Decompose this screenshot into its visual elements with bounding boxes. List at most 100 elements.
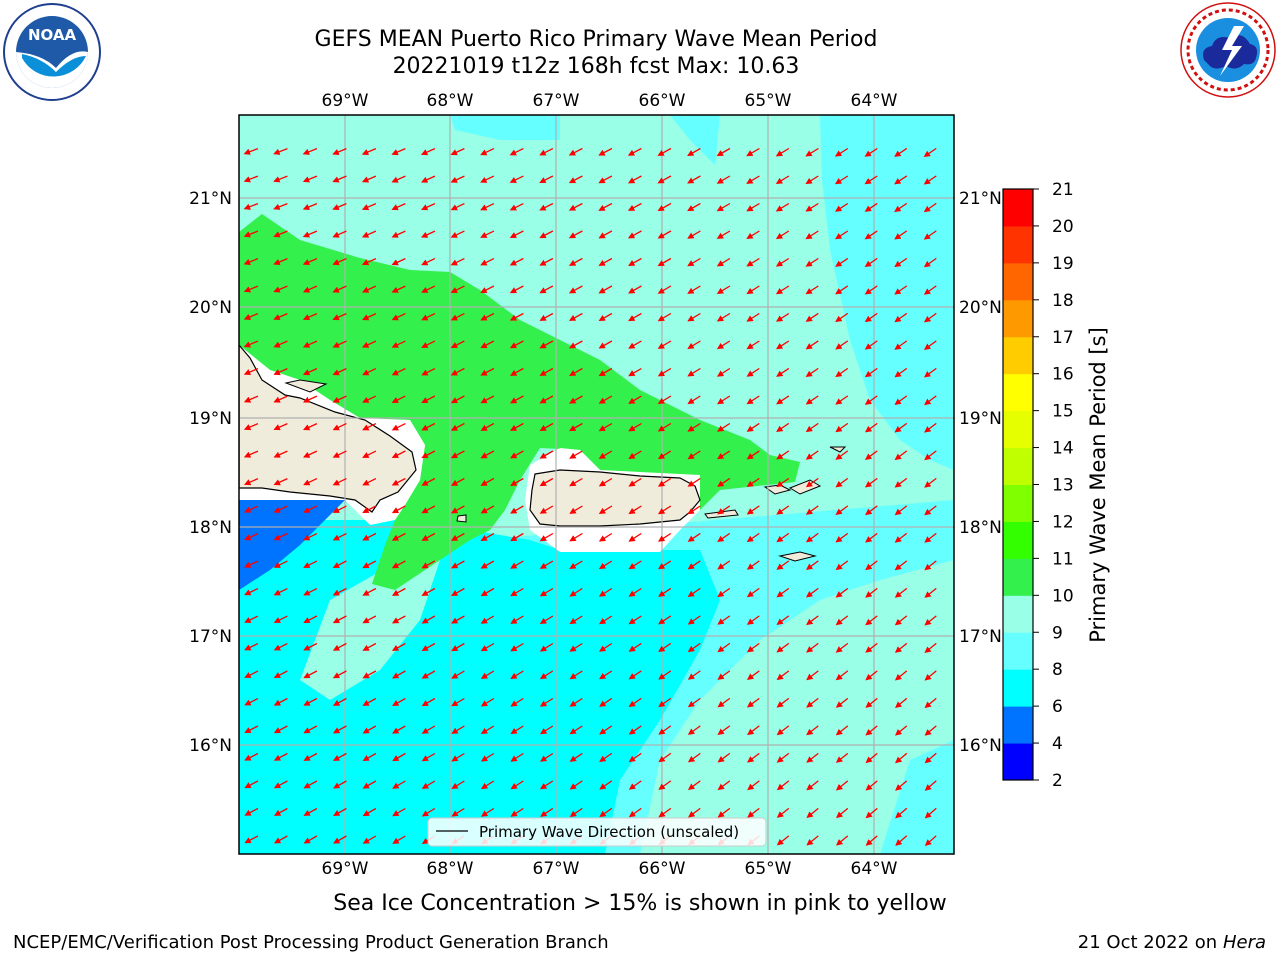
lat-tick: 20°N [959, 298, 1002, 318]
wave-arrow [421, 505, 436, 514]
wave-arrow [451, 725, 465, 734]
wave-arrow [244, 780, 259, 789]
colorbar-level-label: 12 [1052, 512, 1074, 532]
lat-tick: 21°N [189, 189, 232, 209]
svg-text:NOAA: NOAA [28, 26, 77, 44]
wave-arrow [244, 615, 259, 623]
wave-arrow [924, 670, 937, 681]
wave-arrow [332, 258, 347, 266]
wave-arrow [835, 807, 849, 819]
wave-arrow [658, 780, 672, 790]
wave-arrow [391, 477, 406, 486]
wave-arrow [273, 285, 288, 293]
colorbar-segment [1003, 743, 1033, 781]
wave-arrow [687, 230, 701, 239]
wave-arrow [657, 285, 672, 294]
wave-arrow [421, 477, 436, 486]
wave-arrow [303, 533, 318, 541]
noaa-logo-icon: NOAA [3, 3, 101, 101]
wave-arrow [332, 505, 347, 513]
wave-arrow [391, 615, 406, 624]
wave-arrow [805, 532, 819, 543]
wave-arrow [894, 422, 908, 433]
wave-arrow [510, 532, 524, 542]
wave-arrow [392, 835, 406, 844]
wave-arrow [924, 422, 937, 433]
wave-arrow [451, 807, 465, 817]
wave-arrow [805, 340, 819, 350]
wave-arrow [746, 697, 760, 708]
wave-arrow [895, 780, 908, 791]
wave-arrow [776, 615, 790, 625]
wave-arrow [805, 202, 819, 212]
wave-arrow [421, 615, 436, 624]
wave-arrow [569, 670, 583, 680]
wave-arrow [598, 505, 613, 514]
wave-arrow [480, 367, 495, 376]
lat-tick: 17°N [959, 627, 1002, 647]
wave-arrow [835, 367, 849, 378]
wave-arrow [332, 285, 347, 293]
wave-arrow [332, 450, 347, 458]
colorbar-level-label: 18 [1052, 291, 1074, 311]
sea-ice-note: Sea Ice Concentration > 15% is shown in … [333, 891, 947, 916]
wave-arrow [717, 780, 731, 791]
wave-arrow [894, 312, 908, 323]
wave-arrow [302, 147, 318, 155]
wave-arrow [716, 147, 731, 157]
lon-ticks-bottom: 69°W 68°W 67°W 66°W 65°W 64°W [322, 859, 898, 879]
wave-arrow [243, 423, 259, 431]
wave-arrow [746, 175, 760, 184]
wave-arrow [687, 202, 701, 212]
wave-arrow [657, 367, 672, 377]
wave-arrow [243, 450, 259, 458]
wave-arrow [451, 587, 465, 597]
wave-arrow [628, 367, 642, 377]
wave-arrow [835, 230, 849, 240]
lon-tick: 68°W [427, 859, 474, 879]
wave-arrow [480, 532, 495, 542]
wave-arrow [568, 175, 583, 184]
wave-arrow [924, 725, 937, 736]
wave-arrow [658, 670, 672, 680]
lon-tick: 69°W [322, 91, 369, 111]
wave-arrow [480, 670, 495, 679]
wave-arrow [480, 312, 495, 321]
wave-arrow [776, 395, 790, 405]
wave-arrow [303, 752, 318, 761]
wave-arrow [716, 285, 731, 294]
wave-arrow [332, 368, 347, 376]
wave-arrow [420, 148, 436, 156]
wave-arrow [687, 340, 701, 349]
lon-tick: 66°W [639, 859, 686, 879]
wave-arrow [895, 752, 908, 764]
wave-arrow [806, 807, 819, 819]
wave-arrow [450, 313, 465, 321]
wave-arrow [421, 587, 436, 596]
wave-arrow [480, 340, 495, 349]
wave-arrow [806, 725, 819, 736]
footer-date: 21 Oct 2022 on Hera [1078, 932, 1266, 954]
wave-arrow [628, 670, 642, 680]
wave-arrow [894, 615, 908, 626]
wave-arrow [391, 505, 406, 514]
anegada-island [829, 446, 847, 453]
wave-arrow [835, 587, 849, 598]
wave-arrow [923, 147, 937, 158]
wave-arrow [924, 835, 937, 846]
wave-arrow [450, 285, 465, 293]
wave-arrow [244, 560, 259, 568]
lon-tick: 64°W [851, 91, 898, 111]
wave-arrow [776, 560, 790, 570]
wave-arrow [510, 670, 524, 679]
wave-arrow [362, 340, 377, 348]
wave-arrow [717, 477, 731, 487]
wave-arrow [303, 588, 318, 596]
wave-arrow [835, 422, 849, 433]
wave-arrow [717, 395, 731, 405]
wave-arrow [894, 257, 908, 268]
wave-arrow [391, 258, 406, 266]
wave-arrow [628, 285, 642, 294]
wave-arrow [628, 725, 642, 735]
wave-arrow [510, 615, 524, 624]
